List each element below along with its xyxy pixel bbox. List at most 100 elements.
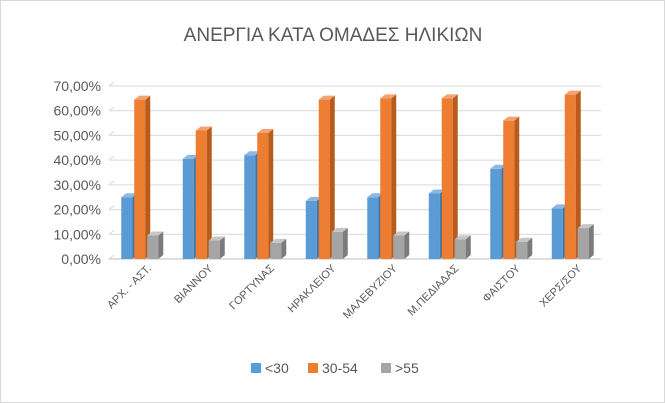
bar-side <box>219 236 225 259</box>
bar-top <box>257 128 274 133</box>
gridline-depth <box>108 180 115 186</box>
x-tick-label: ΒΙΑΝΝΟΥ <box>172 262 216 306</box>
bar-top <box>208 236 225 241</box>
bar-side <box>391 94 397 259</box>
bar <box>564 90 581 260</box>
legend-item: 30-54 <box>308 360 358 376</box>
gridline-depth <box>108 229 115 235</box>
bar-top <box>393 231 410 236</box>
bar-front <box>195 130 207 259</box>
bar-side <box>206 126 212 259</box>
bar <box>516 237 533 259</box>
x-tick-label: ΦΑΙΣΤΟΥ <box>481 262 524 305</box>
bar-top <box>305 196 322 201</box>
bar-side <box>158 231 164 259</box>
bar-top <box>121 193 138 198</box>
bar-top <box>147 231 164 236</box>
legend-swatch <box>308 363 318 373</box>
legend-label: <30 <box>265 360 289 376</box>
bar <box>195 126 212 259</box>
bar-front <box>393 235 405 259</box>
y-tick-label: 60,00% <box>54 103 101 119</box>
legend-swatch <box>251 363 261 373</box>
bar-front <box>577 228 589 259</box>
bar-front <box>244 155 256 259</box>
bar-top <box>244 151 261 156</box>
gridline-depth <box>108 131 115 136</box>
legend: <30 30-54 >55 <box>251 360 419 376</box>
y-tick-label: 40,00% <box>54 152 101 168</box>
bar-front <box>182 158 194 259</box>
bar-top <box>318 95 335 100</box>
gridline-depth <box>108 254 115 260</box>
bar-front <box>305 200 317 259</box>
x-axis-labels: ΑΡΧ. - ΑΣΤ. ΒΙΑΝΝΟΥ ΓΟΡΤΥΝΑΣ ΗΡΑΚΛΕΙΟΥ ΜΑΛΕΒ… <box>105 262 585 321</box>
bar-front <box>270 242 282 259</box>
bar-front <box>367 197 379 259</box>
legend-item: <30 <box>251 360 289 376</box>
x-tick-label: ΧΕΡΣ/ΣΟΥ <box>538 262 585 309</box>
bar-front <box>147 235 159 259</box>
bar-side <box>281 238 287 259</box>
bar-front <box>441 98 453 259</box>
bar <box>380 94 397 259</box>
bar-front <box>380 98 392 259</box>
bar-front <box>490 168 502 259</box>
bar <box>270 238 287 259</box>
y-tick-label: 10,00% <box>54 226 101 242</box>
bar-top <box>195 126 212 131</box>
x-tick-label: ΑΡΧ. - ΑΣΤ. <box>105 263 154 312</box>
bar-top <box>551 204 568 209</box>
bar-side <box>268 128 274 259</box>
y-tick-label: 0,00% <box>61 251 101 267</box>
bar-top <box>182 154 199 159</box>
bar-front <box>503 120 515 259</box>
bar-side <box>575 90 581 260</box>
gridline-depth <box>108 205 115 210</box>
bar-top <box>454 235 471 240</box>
y-tick-label: 70,00% <box>54 78 101 94</box>
bar <box>393 231 410 259</box>
legend-swatch <box>381 363 391 373</box>
legend-label: 30-54 <box>322 360 358 376</box>
bar-top <box>490 164 507 169</box>
bar-front <box>134 99 146 259</box>
gridline-depth <box>108 106 115 112</box>
y-tick-label: 50,00% <box>54 127 101 143</box>
bar <box>441 94 458 259</box>
bar-side <box>404 231 410 259</box>
bar-front <box>318 99 330 259</box>
bar-top <box>134 95 151 100</box>
bar-front <box>208 240 220 259</box>
bar <box>331 227 348 259</box>
bar-top <box>516 237 533 242</box>
bar <box>503 116 520 259</box>
bar-front <box>516 241 528 259</box>
bar <box>208 236 225 259</box>
x-tick-label: ΗΡΑΚΛΕΙΟΥ <box>286 262 339 315</box>
bar-front <box>454 239 466 259</box>
y-tick-label: 30,00% <box>54 177 101 193</box>
x-tick-label: ΜΑΛΕΒΥΖΙΟΥ <box>341 262 400 321</box>
bar-front <box>428 193 440 259</box>
bar-top <box>331 227 348 232</box>
bar-side <box>465 235 471 259</box>
bar-top <box>441 94 458 99</box>
bar-top <box>270 238 287 243</box>
bar-front <box>551 208 563 259</box>
legend-label: >55 <box>395 360 419 376</box>
bar <box>577 224 594 259</box>
bar-top <box>577 224 594 229</box>
bar <box>454 235 471 259</box>
bar-top <box>503 116 520 121</box>
bar <box>257 128 274 259</box>
bar-side <box>514 116 520 259</box>
bar <box>134 95 151 259</box>
bar-front <box>257 132 269 259</box>
gridline-depth <box>108 81 115 87</box>
bar-top <box>428 189 445 194</box>
chart-title: ΑΝΕΡΓΙΑ ΚΑΤΑ ΟΜΑΔΕΣ ΗΛΙΚΙΩΝ <box>184 25 483 46</box>
bar-side <box>452 94 458 259</box>
bar-side <box>329 95 335 259</box>
